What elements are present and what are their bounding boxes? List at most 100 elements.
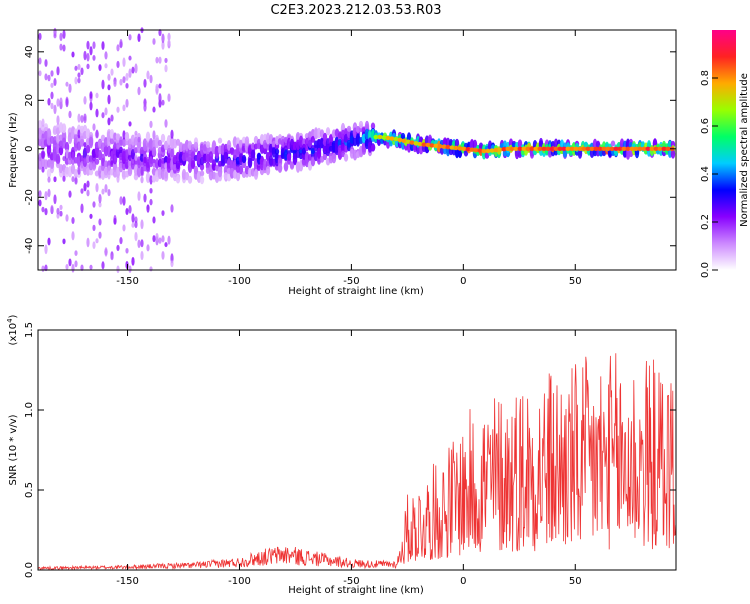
heatmap-cell xyxy=(86,237,90,248)
heatmap-cell xyxy=(53,27,57,37)
heatmap-cell xyxy=(549,146,555,151)
heatmap-cell xyxy=(149,266,153,272)
heatmap-cell xyxy=(92,123,96,131)
heatmap-cell xyxy=(134,154,138,162)
heatmap-cell xyxy=(641,146,647,151)
heatmap-cell xyxy=(98,170,102,179)
heatmap-cell xyxy=(71,217,75,225)
heatmap-cell xyxy=(473,147,479,153)
colorbar-tick-label: 0.0 xyxy=(700,262,711,278)
heatmap-cell xyxy=(146,244,150,252)
heatmap-cell xyxy=(44,73,48,81)
top-panel: -150 -100 -50 0 50 -40 -20 0 20 40 Height of stra… xyxy=(8,27,677,297)
heatmap-cell xyxy=(65,81,69,87)
heatmap-cell xyxy=(89,213,93,219)
heatmap-cell xyxy=(485,148,491,154)
bottom-y-unit-base: (x10 xyxy=(8,323,19,346)
heatmap-cell xyxy=(509,146,515,151)
heatmap-cell xyxy=(41,133,45,141)
heatmap-cell xyxy=(649,146,655,151)
snr-series-line xyxy=(37,353,677,571)
heatmap-cell xyxy=(140,239,144,248)
heatmap-cell xyxy=(68,258,72,267)
heatmap-cell xyxy=(56,66,60,76)
heatmap-cell xyxy=(50,102,54,110)
heatmap-cell xyxy=(113,217,117,225)
y-tick-label: -20 xyxy=(24,189,35,205)
heatmap-cell xyxy=(573,146,579,151)
heatmap-cell xyxy=(92,224,96,231)
heatmap-cell xyxy=(149,74,153,84)
heatmap-cell xyxy=(86,189,90,197)
heatmap-cell xyxy=(121,137,127,147)
svg-text:(x104): (x104) xyxy=(6,314,19,345)
heatmap-cell xyxy=(164,57,168,63)
heatmap-cell xyxy=(41,265,45,272)
heatmap-cell xyxy=(145,172,151,184)
heatmap-cell xyxy=(98,193,102,204)
heatmap-cell xyxy=(98,218,102,226)
heatmap-cell xyxy=(155,85,159,95)
heatmap-cell xyxy=(513,146,519,151)
heatmap-cell xyxy=(113,140,117,150)
heatmap-cell xyxy=(143,156,147,164)
heatmap-cell xyxy=(68,152,72,158)
heatmap-cell xyxy=(167,32,171,41)
heatmap-cell xyxy=(493,147,499,153)
heatmap-cell xyxy=(283,161,289,172)
y-tick-label: 20 xyxy=(24,94,35,107)
heatmap-layer xyxy=(37,27,676,274)
heatmap-cell xyxy=(101,188,105,195)
heatmap-cell xyxy=(68,83,72,94)
heatmap-cell xyxy=(151,146,157,157)
heatmap-cell xyxy=(62,29,66,39)
colorbar-tick-label: 0.2 xyxy=(700,214,711,230)
heatmap-cell xyxy=(469,147,475,152)
heatmap-cell xyxy=(373,134,379,140)
heatmap-cell xyxy=(457,146,463,151)
heatmap-cell xyxy=(65,98,69,108)
heatmap-cell xyxy=(146,204,150,213)
y-tick-label: 1.5 xyxy=(24,322,35,338)
heatmap-cell xyxy=(140,176,144,184)
heatmap-cell xyxy=(137,33,141,42)
heatmap-cell xyxy=(421,142,427,147)
heatmap-cell xyxy=(80,67,84,76)
heatmap-cell xyxy=(131,257,135,266)
heatmap-cell xyxy=(481,148,487,154)
heatmap-cell xyxy=(125,247,129,254)
y-tick-label: 40 xyxy=(24,45,35,58)
heatmap-cell xyxy=(89,46,93,56)
heatmap-cell xyxy=(164,242,168,248)
heatmap-cell xyxy=(577,148,583,159)
heatmap-cell xyxy=(95,142,99,149)
heatmap-cell xyxy=(133,174,139,181)
heatmap-cell xyxy=(38,199,42,207)
x-tick-label: -100 xyxy=(228,576,251,587)
heatmap-cell xyxy=(149,120,153,129)
heatmap-cell xyxy=(79,138,85,147)
heatmap-cell xyxy=(167,93,171,102)
heatmap-cell xyxy=(158,29,162,37)
heatmap-cell xyxy=(47,237,51,246)
top-x-axis-label: Height of straight line (km) xyxy=(288,286,424,297)
heatmap-cell xyxy=(597,146,603,151)
heatmap-cell xyxy=(577,146,583,151)
y-tick-label: 0.0 xyxy=(24,562,35,578)
heatmap-cell xyxy=(146,70,150,80)
heatmap-cell xyxy=(449,145,455,150)
heatmap-cell xyxy=(170,204,174,213)
heatmap-cell xyxy=(83,142,87,148)
heatmap-cell xyxy=(83,50,87,61)
heatmap-cell xyxy=(65,214,69,222)
heatmap-cell xyxy=(107,188,111,197)
heatmap-cell xyxy=(152,38,156,45)
heatmap-cell xyxy=(125,72,129,81)
heatmap-cell xyxy=(585,146,591,151)
heatmap-cell xyxy=(62,156,66,162)
heatmap-cell xyxy=(247,167,253,178)
heatmap-cell xyxy=(86,180,90,188)
heatmap-cell xyxy=(250,143,256,150)
heatmap-cell xyxy=(83,113,87,121)
heatmap-cell xyxy=(208,151,214,160)
